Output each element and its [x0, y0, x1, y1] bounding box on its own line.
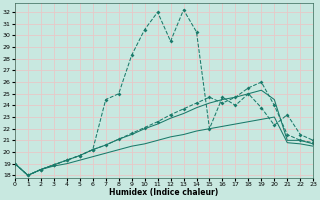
X-axis label: Humidex (Indice chaleur): Humidex (Indice chaleur) [109, 188, 219, 197]
